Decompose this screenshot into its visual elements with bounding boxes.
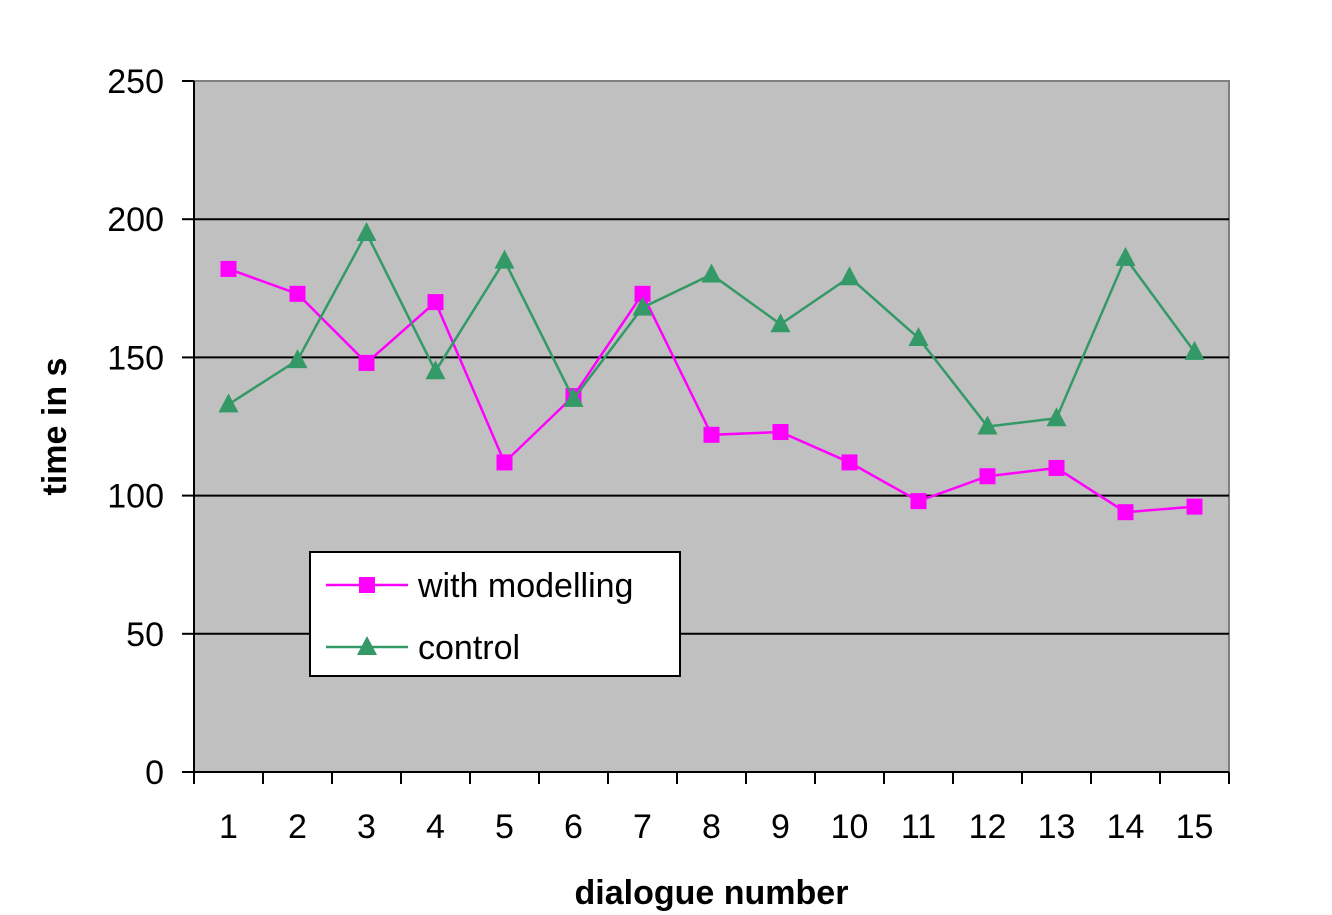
- x-tick-label: 4: [426, 808, 445, 846]
- x-tick-label: 3: [357, 808, 376, 846]
- y-tick-label: 250: [107, 63, 164, 101]
- data-point: [1115, 246, 1136, 266]
- y-tick-label: 100: [107, 478, 164, 516]
- data-point: [841, 454, 858, 471]
- data-point: [703, 426, 720, 443]
- y-tick-label: 0: [145, 754, 164, 792]
- x-tick-label: 1: [219, 808, 238, 846]
- y-tick-label: 150: [107, 339, 164, 377]
- legend-marker: [359, 577, 375, 593]
- data-point: [839, 266, 860, 286]
- x-tick-label: 13: [1038, 808, 1076, 846]
- data-point: [1117, 504, 1134, 521]
- data-point: [632, 296, 653, 316]
- x-tick-label: 7: [633, 808, 652, 846]
- data-point: [1046, 407, 1067, 427]
- data-point: [427, 294, 444, 311]
- x-tick-label: 8: [702, 808, 721, 846]
- legend-marker: [357, 636, 377, 655]
- x-tick-label: 14: [1107, 808, 1145, 846]
- y-tick-label: 200: [107, 201, 164, 239]
- x-tick-label: 9: [771, 808, 790, 846]
- x-tick-label: 15: [1176, 808, 1214, 846]
- legend-box: [309, 551, 681, 677]
- data-point: [1186, 498, 1203, 515]
- data-point: [701, 263, 722, 283]
- series-group: [218, 222, 1205, 521]
- x-tick-label: 5: [495, 808, 514, 846]
- y-tick-label: 50: [126, 616, 164, 654]
- legend-label: control: [418, 629, 520, 667]
- legend-item: control: [326, 629, 520, 667]
- x-tick-label: 11: [901, 808, 936, 846]
- data-point: [425, 360, 446, 380]
- x-tick-label: 10: [831, 808, 869, 846]
- series-control: [218, 222, 1205, 435]
- x-tick-label: 12: [969, 808, 1007, 846]
- data-point: [772, 424, 789, 441]
- y-axis-title: time in s: [36, 358, 74, 496]
- data-point: [1048, 459, 1065, 476]
- x-tick-label: 6: [564, 808, 583, 846]
- data-point: [289, 285, 306, 302]
- data-point: [770, 313, 791, 333]
- data-point: [634, 285, 651, 302]
- data-point: [287, 349, 308, 369]
- data-point: [910, 493, 927, 510]
- data-point: [496, 454, 513, 471]
- data-point: [220, 260, 237, 277]
- legend: with modelling control: [309, 551, 681, 677]
- x-axis-title: dialogue number: [575, 874, 849, 912]
- data-point: [218, 393, 239, 413]
- x-tick-label: 2: [288, 808, 307, 846]
- data-point: [358, 354, 375, 371]
- legend-item: with modelling: [326, 567, 633, 605]
- data-point: [1184, 340, 1205, 360]
- data-point: [908, 327, 929, 347]
- data-point: [979, 468, 996, 485]
- data-point: [356, 222, 377, 242]
- legend-label: with modelling: [417, 567, 633, 605]
- data-point: [563, 387, 584, 407]
- data-point: [494, 249, 515, 269]
- data-point: [977, 415, 998, 435]
